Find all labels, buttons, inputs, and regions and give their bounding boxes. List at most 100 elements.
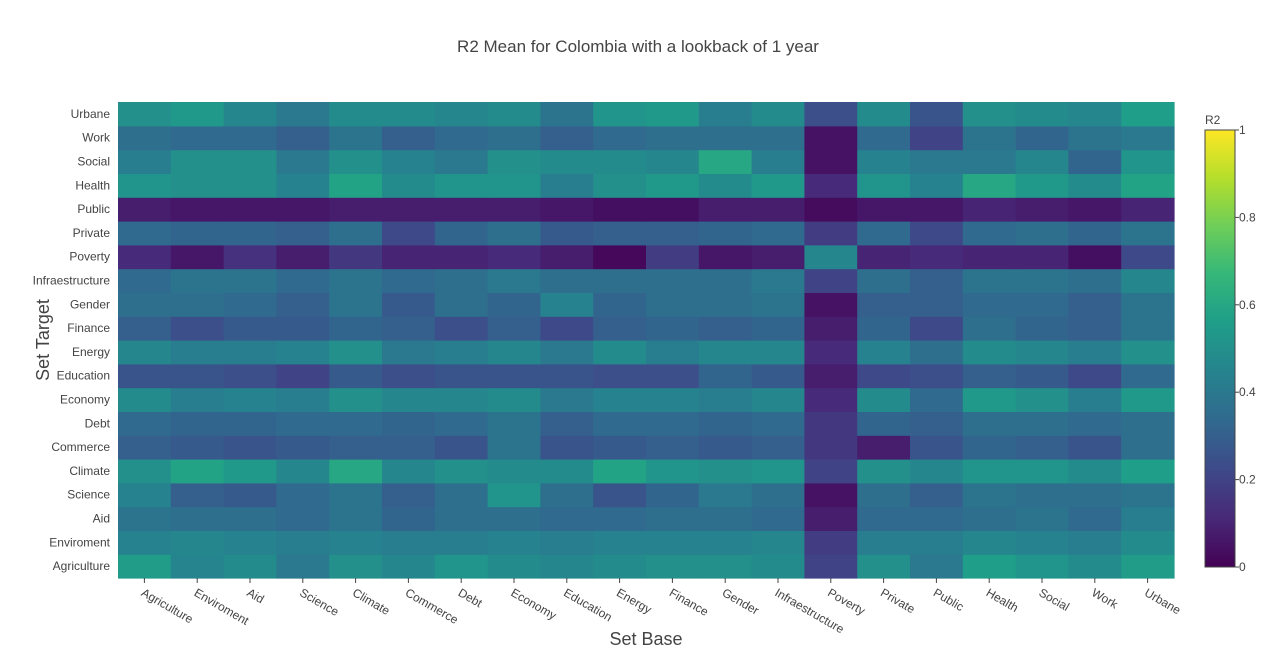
heatmap-cell — [382, 125, 436, 151]
heatmap-cell — [1015, 125, 1069, 151]
heatmap-cell — [382, 530, 436, 555]
colorbar-tick-label: 1 — [1239, 123, 1246, 137]
heatmap-cell — [118, 554, 172, 579]
heatmap-cell — [540, 435, 594, 460]
heatmap-cell — [962, 459, 1017, 484]
heatmap-cell — [487, 506, 541, 531]
heatmap-cell — [857, 435, 911, 460]
heatmap-cell — [170, 149, 225, 174]
heatmap-cell — [487, 125, 541, 151]
heatmap-cell — [593, 316, 647, 341]
y-tick-label: Poverty — [69, 250, 110, 264]
heatmap-cell — [857, 459, 911, 484]
heatmap-cell — [329, 292, 383, 317]
heatmap-cell — [540, 530, 594, 555]
heatmap-cell — [487, 102, 541, 127]
heatmap-cell — [1121, 173, 1175, 198]
heatmap-cell — [434, 149, 489, 174]
heatmap-cell — [487, 459, 541, 484]
x-tick-label: Commerce — [403, 585, 461, 627]
heatmap-cell — [382, 411, 436, 436]
heatmap-cell — [434, 506, 489, 531]
heatmap-cell — [118, 459, 172, 484]
heatmap-cell — [1068, 102, 1122, 127]
x-tick-label: Gender — [720, 585, 762, 617]
heatmap-cell — [962, 411, 1017, 436]
heatmap-cell — [1121, 387, 1175, 412]
x-tick-label: Debt — [456, 585, 486, 610]
heatmap-cell — [698, 506, 753, 531]
heatmap-cell — [751, 244, 805, 270]
heatmap-cells — [118, 102, 1175, 579]
heatmap-cell — [487, 316, 541, 341]
heatmap-cell — [382, 316, 436, 341]
heatmap-cell — [804, 268, 858, 293]
heatmap-cell — [751, 292, 805, 317]
heatmap-cell — [276, 554, 330, 579]
heatmap-cell — [857, 173, 911, 198]
heatmap-cell — [276, 102, 330, 127]
heatmap-cell — [857, 149, 911, 174]
heatmap-cell — [1121, 102, 1175, 127]
heatmap-cell — [434, 435, 489, 460]
heatmap-cell — [1015, 149, 1069, 174]
heatmap-cell — [857, 221, 911, 246]
heatmap-cell — [910, 173, 964, 198]
heatmap-cell — [276, 530, 330, 555]
heatmap-cell — [434, 292, 489, 317]
heatmap-cell — [540, 244, 594, 270]
heatmap-cell — [910, 102, 964, 127]
heatmap-cell — [804, 316, 858, 341]
x-tick-label: Education — [561, 585, 614, 624]
heatmap-cell — [276, 435, 330, 460]
heatmap-cell — [646, 387, 700, 412]
heatmap-cell — [329, 197, 383, 222]
heatmap-cell — [223, 411, 277, 436]
heatmap-cell — [118, 244, 172, 270]
heatmap-cell — [593, 125, 647, 151]
heatmap-cell — [962, 554, 1017, 579]
heatmap-cell — [962, 268, 1017, 293]
heatmap-cell — [487, 268, 541, 293]
heatmap-cell — [329, 387, 383, 412]
heatmap-cell — [170, 482, 225, 508]
heatmap-cell — [118, 530, 172, 555]
heatmap-cell — [962, 244, 1017, 270]
heatmap-cell — [646, 530, 700, 555]
heatmap-cell — [857, 197, 911, 222]
heatmap-cell — [276, 268, 330, 293]
heatmap-cell — [962, 173, 1017, 198]
heatmap-cell — [698, 340, 753, 365]
heatmap-cell — [1121, 530, 1175, 555]
heatmap-cell — [540, 340, 594, 365]
x-tick-label: Public — [931, 585, 966, 613]
heatmap-cell — [593, 340, 647, 365]
heatmap-cell — [1121, 149, 1175, 174]
heatmap-cell — [223, 173, 277, 198]
heatmap-cell — [1015, 411, 1069, 436]
heatmap-cell — [1068, 459, 1122, 484]
heatmap-cell — [434, 387, 489, 412]
heatmap-cell — [118, 125, 172, 151]
heatmap-cell — [540, 268, 594, 293]
heatmap-cell — [962, 530, 1017, 555]
heatmap-cell — [857, 363, 911, 389]
heatmap-cell — [646, 173, 700, 198]
heatmap-cell — [646, 149, 700, 174]
x-tick-label: Work — [1089, 585, 1121, 612]
heatmap-cell — [751, 363, 805, 389]
heatmap-cell — [329, 244, 383, 270]
heatmap-cell — [698, 459, 753, 484]
heatmap-cell — [170, 125, 225, 151]
heatmap-cell — [170, 197, 225, 222]
y-tick-label: Economy — [60, 393, 110, 407]
y-tick-label: Agriculture — [53, 559, 111, 573]
heatmap-cell — [540, 411, 594, 436]
heatmap-cell — [1015, 482, 1069, 508]
heatmap-cell — [751, 316, 805, 341]
heatmap-cell — [698, 173, 753, 198]
heatmap-cell — [170, 316, 225, 341]
heatmap-cell — [751, 173, 805, 198]
heatmap-cell — [487, 387, 541, 412]
x-tick-label: Energy — [614, 585, 654, 616]
